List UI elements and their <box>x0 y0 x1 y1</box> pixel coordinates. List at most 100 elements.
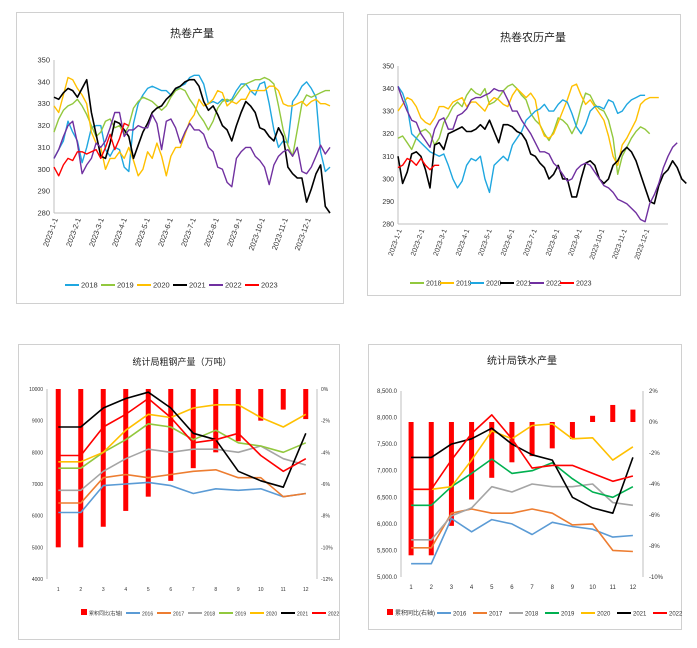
y-tick-label: 6000 <box>32 514 43 520</box>
y-tick-label: 6,500.0 <box>377 495 398 501</box>
y-tick-label: 290 <box>37 187 50 196</box>
x-tick-label: 12 <box>630 585 637 591</box>
legend-label: 2020 <box>486 281 502 288</box>
y-tick-label: 340 <box>37 77 50 86</box>
legend-label: 2019 <box>561 612 575 618</box>
y-tick-label: 300 <box>37 165 50 174</box>
bar-累积同比(右轴)-10 <box>258 389 264 421</box>
y2-tick-label: -2% <box>321 419 330 425</box>
y-tick-label: 4000 <box>32 577 43 583</box>
y2-tick-label: -2% <box>649 451 660 457</box>
y-tick-label: 350 <box>382 64 394 71</box>
chart-title: 统计局粗钢产量（万吨） <box>132 356 231 368</box>
x-tick-label: 2023-2-1 <box>64 217 83 248</box>
y-tick-label: 7000 <box>32 482 43 488</box>
legend-label: 2018 <box>204 612 215 618</box>
y2-tick-label: 0% <box>321 387 329 393</box>
chart-title: 热卷产量 <box>170 26 214 40</box>
bar-累积同比(右轴)-11 <box>280 389 286 410</box>
y-tick-label: 350 <box>37 56 50 65</box>
chart-panel-nbs-hot-metal: 统计局铁水产量 8,500.0 8,000.0 7,500.0 7,000.0 6,500… <box>368 344 683 630</box>
legend-label: 累积同比(右轴) <box>89 610 123 617</box>
series-line-2018 <box>411 483 634 541</box>
x-tick-label: 6 <box>169 587 172 593</box>
x-tick-label: 5 <box>147 587 150 593</box>
x-tick-label: 2023-11-1 <box>270 217 290 252</box>
y2-tick-label: 0% <box>649 420 658 426</box>
bar-累积同比(右轴)-8 <box>549 422 555 449</box>
y2-tick-label: -10% <box>649 575 664 581</box>
legend-label: 2019 <box>235 612 246 618</box>
bar-累积同比(右轴)-8 <box>213 389 219 453</box>
x-tick-label: 2023-12-1 <box>634 228 652 260</box>
y2-tick-label: -4% <box>321 450 330 456</box>
x-tick-label: 10 <box>258 587 264 593</box>
y-tick-label: 320 <box>37 121 50 130</box>
legend-label: 2021 <box>189 281 206 290</box>
y-tick-label: 330 <box>37 99 50 108</box>
legend-label: 2021 <box>516 281 532 288</box>
legend-label: 2016 <box>453 612 467 618</box>
y-tick-label: 290 <box>382 199 394 206</box>
x-tick-label: 9 <box>237 587 240 593</box>
legend-label: 累积同比(右轴) <box>395 609 435 617</box>
x-tick-label: 2023-7-1 <box>179 217 198 248</box>
x-tick-label: 2023-3-1 <box>87 217 106 248</box>
x-tick-label: 8 <box>551 585 555 591</box>
x-tick-label: 6 <box>510 585 514 591</box>
y-tick-label: 8000 <box>32 450 43 456</box>
y2-tick-label: -8% <box>649 544 660 550</box>
series-line-2019 <box>411 458 634 507</box>
x-tick-label: 3 <box>450 585 454 591</box>
series-line-2019 <box>53 76 330 157</box>
x-tick-label: 2023-6-1 <box>500 228 516 257</box>
y-tick-label: 320 <box>382 131 394 138</box>
bar-累积同比(右轴)-7 <box>529 422 535 457</box>
x-tick-label: 8 <box>214 587 217 593</box>
series-line-2021 <box>397 119 687 205</box>
chart-title: 统计局铁水产量 <box>487 354 557 367</box>
x-tick-label: 11 <box>281 587 286 593</box>
x-tick-label: 2023-2-1 <box>410 228 426 257</box>
x-tick-label: 2023-1-1 <box>388 228 404 257</box>
chart-panel-hot-coil-lunar-output: 热卷农历产量 350 340 330 320 310 300 290 280 2023-1-1 20… <box>367 14 687 296</box>
y-tick-label: 310 <box>37 143 50 152</box>
series-line-2016 <box>58 481 306 514</box>
bar-累积同比(右轴)-5 <box>145 389 151 497</box>
series-line-2023 <box>53 122 130 177</box>
x-tick-label: 2023-8-1 <box>202 217 221 248</box>
x-tick-label: 1 <box>409 585 413 591</box>
x-tick-label: 12 <box>303 587 309 593</box>
y-tick-label: 7,500.0 <box>377 442 398 448</box>
x-tick-label: 2023-9-1 <box>568 228 584 257</box>
legend-label: 2018 <box>525 612 539 618</box>
x-tick-label: 2023-7-1 <box>523 228 539 257</box>
series-line-2018 <box>58 445 307 492</box>
x-tick-label: 4 <box>124 587 127 593</box>
bar-累积同比(右轴)-3 <box>448 422 454 526</box>
legend-label: 2019 <box>117 281 134 290</box>
series-line-2018 <box>53 74 331 173</box>
x-tick-label: 3 <box>102 587 105 593</box>
x-tick-label: 9 <box>571 585 575 591</box>
y-tick-label: 5000 <box>32 545 43 551</box>
legend-swatch-累积同比(右轴) <box>387 609 393 615</box>
legend-label: 2019 <box>456 281 472 288</box>
y2-tick-label: -8% <box>321 514 330 520</box>
chart-title: 热卷农历产量 <box>500 30 566 44</box>
series-line-2019 <box>397 83 659 167</box>
series-line-2021 <box>411 427 634 514</box>
x-tick-label: 2 <box>79 587 82 593</box>
y2-tick-label: -4% <box>649 482 660 488</box>
x-tick-label: 2023-12-1 <box>293 217 313 252</box>
series-line-2022 <box>397 86 678 223</box>
bar-累积同比(右轴)-4 <box>123 389 129 511</box>
y2-tick-label: -12% <box>321 577 333 583</box>
x-tick-label: 5 <box>490 585 494 591</box>
x-tick-label: 10 <box>589 585 596 591</box>
y-tick-label: 7,000.0 <box>377 469 398 475</box>
bar-累积同比(右轴)-9 <box>569 422 575 440</box>
bar-累积同比(右轴)-6 <box>509 422 515 463</box>
chart-panel-nbs-crude-steel: 统计局粗钢产量（万吨） 10000 9000 8000 7000 6000 5000 4000… <box>18 344 340 640</box>
